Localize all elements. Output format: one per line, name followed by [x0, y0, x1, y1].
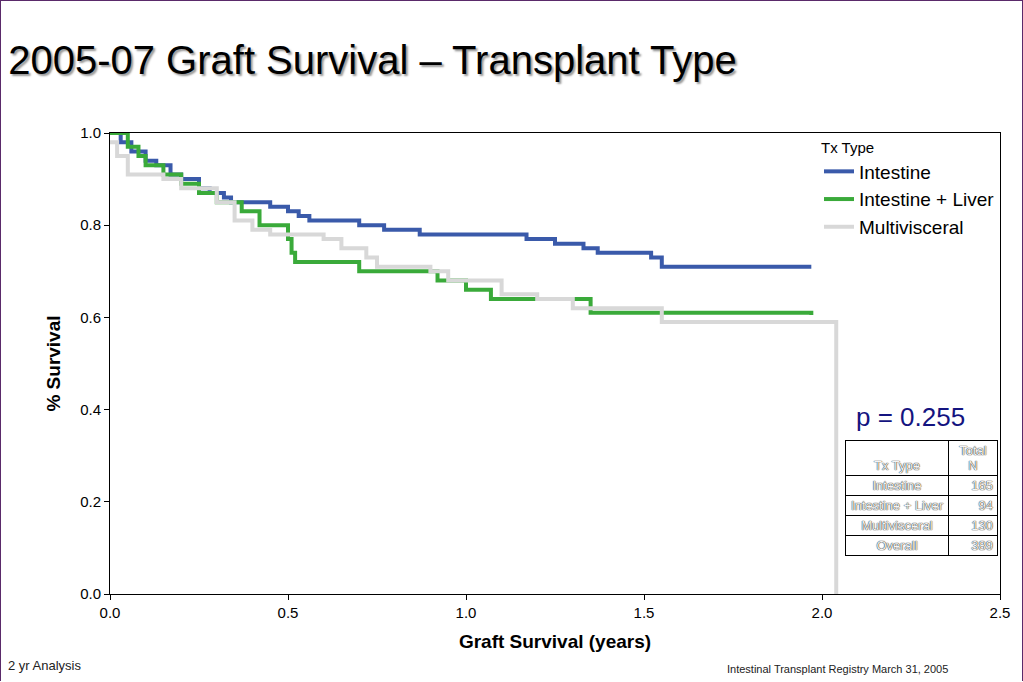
html-text:94: 94	[978, 498, 993, 513]
svg-text:0.8: 0.8	[80, 216, 101, 233]
svg-text:Intestine: Intestine	[859, 162, 931, 183]
html-text:130: 130	[971, 518, 993, 533]
svg-text:Graft Survival (years): Graft Survival (years)	[459, 631, 651, 652]
html-text:Intestinal Transplant Registry: Intestinal Transplant Registry March 31,…	[727, 663, 949, 675]
svg-text:1.0: 1.0	[80, 124, 101, 141]
svg-text:0.0: 0.0	[100, 604, 121, 621]
html-text:165: 165	[971, 478, 993, 493]
svg-text:Intestine + Liver: Intestine + Liver	[859, 189, 994, 210]
html-text:2 yr Analysis: 2 yr Analysis	[8, 658, 81, 673]
html-text:Intestine + Liver: Intestine + Liver	[850, 498, 944, 513]
html-text:Overall: Overall	[876, 538, 918, 553]
svg-text:0.6: 0.6	[80, 309, 101, 326]
html-text:Total N: Total N	[959, 443, 987, 473]
svg-text:2.0: 2.0	[812, 604, 833, 621]
svg-text:2.5: 2.5	[990, 604, 1011, 621]
html-text:Multivisceral: Multivisceral	[861, 518, 933, 533]
svg-text:Multivisceral: Multivisceral	[859, 217, 964, 238]
svg-text:Tx Type: Tx Type	[821, 139, 874, 156]
svg-text:% Survival: % Survival	[43, 315, 64, 411]
svg-text:0.2: 0.2	[80, 493, 101, 510]
html-text:p = 0.255: p = 0.255	[856, 402, 966, 432]
html-text:Tx Type: Tx Type	[874, 458, 920, 473]
svg-text:1.0: 1.0	[456, 604, 477, 621]
html-text:389: 389	[971, 538, 993, 553]
svg-text:0.5: 0.5	[278, 604, 299, 621]
svg-text:1.5: 1.5	[634, 604, 655, 621]
svg-text:0.0: 0.0	[80, 585, 101, 602]
svg-text:2005-07 Graft Survival – Trans: 2005-07 Graft Survival – Transplant Type	[8, 38, 737, 82]
svg-text:0.4: 0.4	[80, 401, 101, 418]
html-text:Intestine: Intestine	[872, 478, 922, 493]
